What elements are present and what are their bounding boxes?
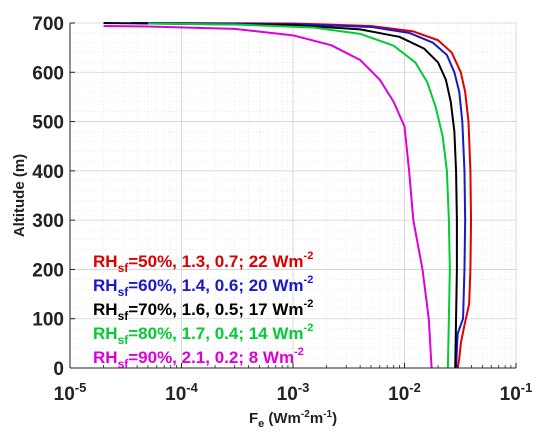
y-tick-label: 700 — [32, 14, 64, 35]
legend-entry-3: RHsf=70%, 1.6, 0.5; 17 Wm-2 — [93, 298, 313, 323]
series-lines — [103, 22, 473, 369]
x-tick-label: 10-2 — [388, 380, 421, 405]
series-line-2 — [130, 22, 467, 369]
y-tick-label: 200 — [32, 260, 64, 281]
series-line-5 — [103, 24, 433, 369]
y-tick-label: 400 — [32, 162, 64, 183]
axis-labels: Altitude (m) Fe (Wm-2m-1) — [11, 154, 337, 430]
legend-entry-2: RHsf=60%, 1.4, 0.6; 20 Wm-2 — [93, 274, 313, 299]
series-line-3 — [103, 22, 458, 369]
y-tick-label: 0 — [53, 359, 64, 380]
x-tick-label: 10-4 — [165, 380, 198, 405]
legend-entry-1: RHsf=50%, 1.3, 0.7; 22 Wm-2 — [93, 250, 313, 275]
y-axis-label: Altitude (m) — [11, 154, 28, 237]
series-line-1 — [137, 22, 473, 369]
y-tick-label: 300 — [32, 211, 64, 232]
legend-entry-4: RHsf=80%, 1.7, 0.4; 14 Wm-2 — [93, 322, 313, 347]
x-tick-label: 10-3 — [277, 380, 310, 405]
x-axis-label: Fe (Wm-2m-1) — [249, 409, 337, 430]
x-tick-label: 10-5 — [54, 380, 87, 405]
legend-entry-5: RHsf=90%, 2.1, 0.2; 8 Wm-2 — [93, 346, 304, 371]
axes — [69, 22, 517, 369]
y-tick-label: 500 — [32, 113, 64, 134]
y-tick-label: 600 — [32, 63, 64, 84]
grid-lines — [69, 22, 517, 369]
y-tick-label: 100 — [32, 310, 64, 331]
x-tick-label: 10-1 — [500, 380, 533, 405]
series-line-4 — [147, 22, 451, 369]
tick-labels: 0 100 200 300 400 500 600 700 10-5 10-4 10-3 10-2 10… — [32, 14, 532, 405]
